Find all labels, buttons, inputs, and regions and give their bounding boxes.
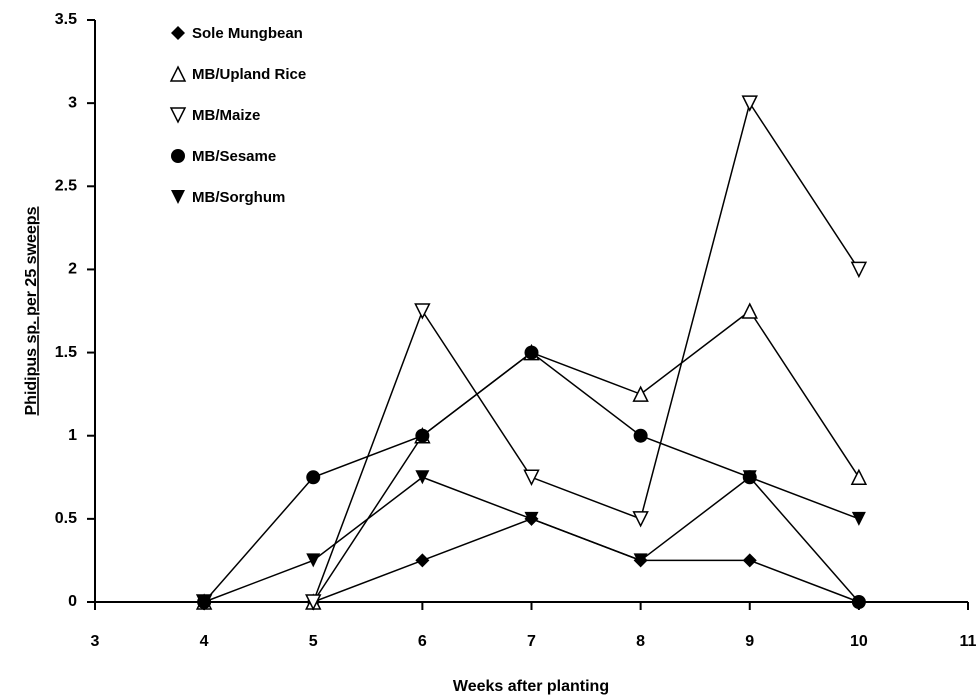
data-point xyxy=(632,385,649,402)
y-tick-label: 1.5 xyxy=(55,344,77,361)
legend-marker xyxy=(171,190,185,204)
y-tick-label: 3 xyxy=(68,94,77,111)
data-point xyxy=(850,468,868,486)
series-line xyxy=(204,518,860,603)
y-tick-label: 2.5 xyxy=(55,178,77,195)
data-point xyxy=(415,428,430,443)
y-tick-label: 1 xyxy=(68,427,77,444)
x-tick-label: 8 xyxy=(636,633,645,650)
legend-marker xyxy=(169,107,187,124)
data-point xyxy=(742,470,757,485)
series-line xyxy=(203,476,860,603)
data-point xyxy=(633,428,648,443)
data-point xyxy=(524,511,539,526)
x-tick-label: 5 xyxy=(309,633,318,650)
legend-marker xyxy=(171,26,185,40)
x-tick-label: 10 xyxy=(850,633,868,650)
legend-label: MB/Maize xyxy=(192,107,260,124)
data-point xyxy=(851,511,866,526)
data-point xyxy=(415,553,430,568)
x-tick-label: 11 xyxy=(960,633,977,650)
data-point xyxy=(306,553,321,568)
data-point xyxy=(414,303,431,320)
data-point xyxy=(305,594,322,611)
data-point xyxy=(523,469,540,486)
y-axis-label: Phidipus sp. per 25 sweeps xyxy=(23,206,40,415)
data-point xyxy=(306,470,321,485)
x-tick-label: 4 xyxy=(200,633,209,650)
data-point xyxy=(415,470,430,485)
legend-label: MB/Sesame xyxy=(192,148,276,165)
legend-label: MB/Sorghum xyxy=(192,189,285,206)
data-point xyxy=(524,345,539,360)
x-axis-label: Weeks after planting xyxy=(453,678,609,695)
x-tick-label: 7 xyxy=(527,633,536,650)
data-point xyxy=(741,302,758,319)
legend-label: Sole Mungbean xyxy=(192,25,303,42)
y-tick-label: 2 xyxy=(68,261,77,278)
y-tick-label: 3.5 xyxy=(55,11,77,28)
data-point xyxy=(632,511,649,528)
y-tick-label: 0 xyxy=(68,593,77,610)
x-tick-label: 6 xyxy=(418,633,427,650)
data-point xyxy=(851,595,866,609)
x-tick-label: 3 xyxy=(91,633,100,650)
data-point xyxy=(741,95,758,112)
data-point xyxy=(633,553,648,568)
x-tick-label: 9 xyxy=(745,633,754,650)
y-tick-label: 0.5 xyxy=(55,510,77,527)
legend-marker xyxy=(169,65,187,82)
data-point xyxy=(742,553,757,568)
data-point xyxy=(850,261,868,279)
legend-marker xyxy=(171,149,185,163)
legend-label: MB/Upland Rice xyxy=(192,66,306,83)
data-point xyxy=(197,595,212,609)
